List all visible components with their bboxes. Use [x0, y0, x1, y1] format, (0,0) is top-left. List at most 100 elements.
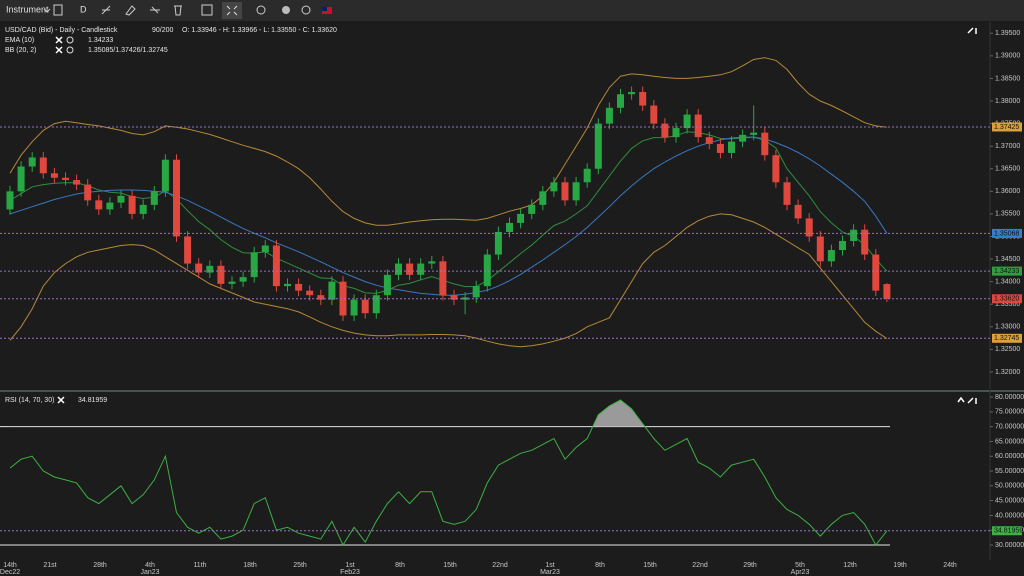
candle-body — [339, 281, 347, 316]
y-tick-label: 70.00000 — [995, 424, 1024, 431]
candle-body — [284, 283, 291, 287]
candle-body — [117, 195, 125, 203]
x-tick-month: Feb23 — [340, 569, 360, 576]
rsi-badge — [992, 526, 1022, 536]
candle-body — [317, 295, 325, 300]
x-tick-label: 24th — [943, 562, 957, 569]
panel-icons[interactable] — [957, 396, 977, 404]
candle-body — [472, 286, 480, 298]
ema-readout: 1.34233 — [88, 37, 113, 44]
candle-body — [161, 159, 169, 192]
ema-name: EMA (10) — [5, 37, 34, 44]
chart-type-icon[interactable] — [53, 4, 63, 16]
bar-count: 90/200 — [152, 27, 174, 34]
candle-body — [728, 141, 735, 153]
candle-body — [184, 236, 192, 264]
x-tick-label: 12th — [843, 562, 857, 569]
candle-body — [827, 250, 835, 262]
y-tick-label: 80.00000 — [995, 394, 1024, 401]
interval-button[interactable]: D — [80, 4, 87, 14]
candle-body — [217, 265, 225, 284]
x-tick-label: 8th — [595, 562, 605, 569]
dropdown-arrow — [43, 8, 51, 13]
candle-body — [794, 204, 802, 219]
x-tick-label: 1st — [345, 562, 354, 569]
candle-body — [417, 263, 425, 275]
candle-body — [150, 191, 158, 205]
candle-body — [550, 182, 558, 192]
candle-body — [772, 155, 780, 183]
candle-body — [617, 94, 624, 108]
instrument-button[interactable]: Instrument — [6, 4, 49, 14]
settings-icon[interactable] — [256, 5, 266, 15]
price-badge-label: 1.34233 — [994, 268, 1019, 275]
candle-body — [639, 91, 647, 106]
candle-body — [750, 132, 758, 135]
candle-body — [528, 204, 536, 214]
candle-body — [383, 274, 391, 296]
remove-indicator-icons[interactable] — [55, 36, 63, 54]
price-badge-label: 1.33620 — [994, 296, 1019, 303]
price-badge-label: 1.35068 — [994, 230, 1019, 237]
draw-icon[interactable] — [101, 5, 111, 15]
x-tick-label: 19th — [893, 562, 907, 569]
candle-body — [228, 281, 236, 284]
x-tick-label: 8th — [395, 562, 405, 569]
candle-body — [406, 263, 414, 275]
layout-icon[interactable] — [201, 4, 213, 16]
candle-body — [517, 213, 525, 223]
x-tick-label: 11th — [193, 562, 206, 569]
indicator-settings-icon[interactable] — [66, 36, 74, 44]
x-tick-month: Mar23 — [540, 569, 560, 576]
x-tick-label: 22nd — [492, 562, 508, 569]
x-tick-label: 15th — [443, 562, 457, 569]
y-tick-label: 1.32500 — [995, 346, 1020, 353]
expand-icons[interactable] — [967, 27, 977, 34]
rsi-badge-label: 34.81959 — [994, 528, 1023, 535]
theme-icon[interactable] — [301, 5, 311, 15]
y-tick-label: 50.00000 — [995, 483, 1024, 490]
candle-body — [28, 157, 36, 167]
y-tick-label: 40.00000 — [995, 512, 1024, 519]
candle-body — [661, 123, 669, 138]
y-tick-label: 1.36000 — [995, 188, 1020, 195]
x-tick-label: 14th — [3, 562, 17, 569]
candle-body — [428, 261, 436, 264]
x-tick-month: Apr23 — [791, 569, 810, 576]
y-tick-label: 1.32000 — [995, 369, 1020, 376]
ohlc-readout: O: 1.33946 - H: 1.33966 - L: 1.33550 - C… — [182, 27, 337, 34]
y-tick-label: 1.33500 — [995, 301, 1020, 308]
x-tick-label: 22nd — [692, 562, 708, 569]
price-badge — [992, 228, 1022, 238]
candle-body — [605, 107, 613, 124]
candle-body — [50, 173, 58, 178]
candle-body — [805, 218, 813, 237]
candle-body — [628, 91, 636, 95]
y-tick-label: 1.38000 — [995, 98, 1020, 105]
candle-body — [683, 114, 691, 129]
indicator-settings-icon[interactable] — [66, 46, 74, 54]
candle-body — [850, 229, 858, 241]
indicator-line — [9, 213, 888, 348]
toolbar: Instrument D — [0, 0, 1024, 21]
measure-icon[interactable] — [150, 6, 160, 14]
alert-icon[interactable] — [282, 6, 290, 14]
candle-body — [73, 180, 81, 185]
delete-icon[interactable] — [174, 5, 182, 16]
y-tick-label: 65.00000 — [995, 438, 1024, 445]
y-tick-label: 1.36500 — [995, 166, 1020, 173]
candle-body — [739, 134, 747, 142]
candle-body — [128, 195, 136, 214]
chart-title: USD/CAD (Bid) - Daily - Candlestick — [5, 27, 118, 34]
remove-rsi-icon[interactable] — [57, 396, 65, 404]
candle-body — [783, 182, 791, 205]
bb-name: BB (20, 2) — [5, 47, 37, 54]
pen-icon[interactable] — [125, 5, 136, 16]
candle-body — [395, 263, 402, 275]
flag-canton — [322, 7, 327, 11]
x-tick-label: 21st — [43, 562, 56, 569]
y-tick-label: 1.33000 — [995, 324, 1020, 331]
candle-body — [206, 265, 214, 273]
fit-button[interactable] — [222, 2, 242, 19]
